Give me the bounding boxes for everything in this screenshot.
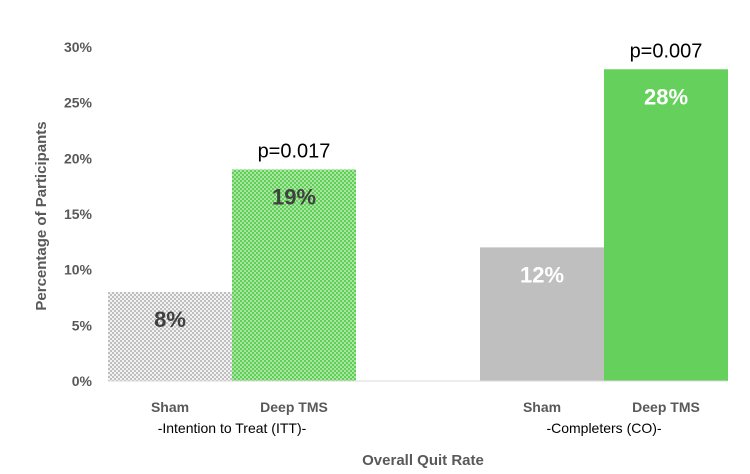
category-label: Sham — [523, 399, 561, 415]
bar — [232, 169, 356, 381]
y-tick-label: 10% — [64, 262, 93, 278]
group-labels: -Intention to Treat (ITT)- -Completers (C… — [158, 420, 662, 436]
category-label: Deep TMS — [260, 399, 328, 415]
bar-data-label: 19% — [272, 184, 316, 209]
y-tick-label: 25% — [64, 95, 93, 111]
bar — [480, 247, 604, 381]
y-tick-label: 15% — [64, 206, 93, 222]
bar — [604, 69, 728, 382]
bar-data-label: 8% — [154, 307, 186, 332]
y-axis-title: Percentage of Participants — [33, 121, 50, 310]
p-value-annotation: p=0.007 — [630, 40, 703, 62]
category-labels: Sham Deep TMS Sham Deep TMS — [151, 399, 700, 415]
category-label: Deep TMS — [632, 399, 700, 415]
p-value-annotation: p=0.017 — [258, 140, 331, 162]
bar-data-label: 12% — [520, 262, 564, 287]
y-tick-label: 20% — [64, 150, 93, 166]
bar-data-label: 28% — [644, 84, 688, 109]
bars-layer: 8% 19% p=0.017 12% 28% p=0.007 — [108, 40, 728, 382]
group-label: -Completers (CO)- — [546, 420, 661, 436]
y-axis-ticks: 0% 5% 10% 15% 20% 25% 30% — [64, 39, 93, 389]
y-tick-label: 0% — [72, 373, 93, 389]
bar — [108, 291, 232, 381]
category-label: Sham — [151, 399, 189, 415]
group-label: -Intention to Treat (ITT)- — [158, 420, 307, 436]
y-tick-label: 30% — [64, 39, 93, 55]
x-axis-title: Overall Quit Rate — [362, 452, 484, 469]
y-tick-label: 5% — [72, 317, 93, 333]
